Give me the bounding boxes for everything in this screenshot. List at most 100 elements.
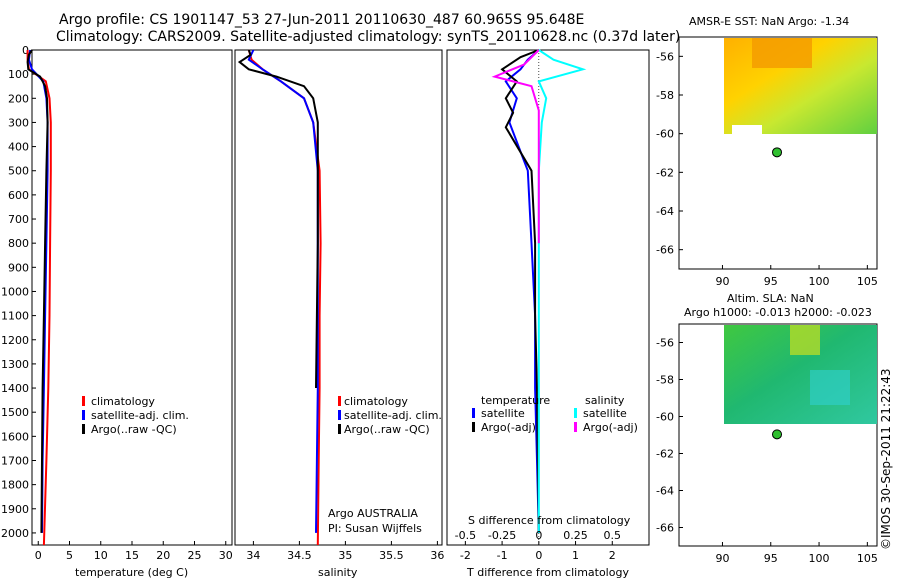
difference-x-axis: -2 -1 0 1 2 [460,541,616,562]
sla-low-patch [810,370,850,405]
legend-label-climatology: climatology [344,395,408,408]
sst-missing-patch [732,125,762,135]
temperature-x-axis: 0 5 10 15 20 25 30 [35,541,233,562]
salinity-legend: climatology satellite-adj. clim. Argo(..… [338,395,442,436]
x-tick-label: 0 [535,549,542,562]
depth-tick-label: 1800 [1,479,29,492]
annotation-line-1: Argo AUSTRALIA [328,507,418,520]
legend-swatch-climatology [82,396,85,406]
series-line-argo-raw-qc- [237,49,319,389]
argo-position-marker [772,147,783,158]
salinity-axes-frame [234,49,443,546]
depth-tick-label: 500 [8,165,29,178]
map-y-tick-label: -56 [656,50,674,63]
map-y-tick-label: -60 [656,128,674,141]
map-y-tick-label: -56 [656,337,674,350]
depth-tick-label: 2000 [1,527,29,540]
depth-tick-label: 1000 [1,285,29,298]
legend-swatch-argo [338,424,341,434]
annotation-line-2: PI: Susan Wijffels [328,522,422,535]
depth-tick-label: 1100 [1,310,29,323]
map-x-tick-label: 105 [857,275,878,288]
map-x-tick-label: 100 [809,552,830,565]
temperature-panel: 0100200300400500600700800900100011001200… [1,44,233,579]
map-y-tick-label: -58 [656,374,674,387]
depth-tick-label: 600 [8,189,29,202]
depth-tick-label: 900 [8,261,29,274]
s-tick-label: 0.25 [563,529,588,542]
temperature-legend: climatology satellite-adj. clim. Argo(..… [82,395,189,436]
x-tick-label: 15 [125,549,139,562]
map-y-tick-label: -62 [656,448,674,461]
map-x-tick-label: 90 [715,275,729,288]
depth-tick-label: 0 [22,44,29,57]
legend-label-satellite: satellite-adj. clim. [344,409,442,422]
depth-tick-label: 1400 [1,382,29,395]
x-tick-label: 34 [246,549,260,562]
legend-swatch-s-satellite [574,408,577,418]
depth-tick-label: 100 [8,68,29,81]
legend-label-satellite: satellite-adj. clim. [91,409,189,422]
legend-label-t-satellite: satellite [481,407,525,420]
depth-axis: 0 100 200 300 400 500 600 700 800 900 1000 1100 1200… [1,44,36,540]
x-tick-label: 5 [66,549,73,562]
series-line-s-satellite [537,49,587,533]
series-line-t-argo-adj- [500,49,540,533]
depth-tick-label: 800 [8,237,29,250]
x-tick-label: 34.5 [287,549,312,562]
x-tick-label: 25 [188,549,202,562]
sst-map-axes: 90 95 100 105 -56 -58 -60 -62 -64 -66 [656,50,878,288]
depth-tick-label: 1300 [1,358,29,371]
map-x-tick-label: 105 [857,552,878,565]
depth-tick-label: 1500 [1,406,29,419]
map-y-tick-label: -60 [656,411,674,424]
sla-map-title-1: Altim. SLA: NaN [727,292,814,305]
difference-panel: -2 -1 0 1 2 temperature salinity satellite A… [446,49,650,579]
legend-swatch-satellite [338,410,341,420]
sla-high-patch [790,325,820,355]
legend-title-salinity: salinity [585,394,625,407]
x-tick-label: 36 [430,549,444,562]
legend-label-argo: Argo(..raw -QC) [344,423,430,436]
difference-axes-frame [446,49,650,546]
salinity-x-axis: 34 34.5 35 35.5 36 [246,541,444,562]
map-x-tick-label: 95 [764,552,778,565]
salinity-series [237,49,322,546]
sla-map-title-2: Argo h1000: -0.013 h2000: -0.023 [684,306,872,319]
difference-legend: temperature salinity satellite Argo(-adj… [472,394,638,434]
series-line-argo-raw-qc- [26,49,49,533]
map-y-tick-label: -66 [656,244,674,257]
depth-tick-label: 400 [8,141,29,154]
sla-map-axes: 90 95 100 105 -56 -58 -60 -62 -64 -66 [656,337,878,566]
x-tick-label: 0 [35,549,42,562]
salinity-xlabel: salinity [318,566,358,579]
legend-swatch-climatology [338,396,341,406]
map-x-tick-label: 100 [809,275,830,288]
depth-tick-label: 700 [8,213,29,226]
s-tick-label: -0.25 [488,529,516,542]
legend-swatch-argo [82,424,85,434]
depth-tick-label: 1200 [1,334,29,347]
legend-label-s-satellite: satellite [583,407,627,420]
salinity-panel: 34 34.5 35 35.5 36 climatology satellite-adj… [234,49,444,579]
map-y-tick-label: -64 [656,485,674,498]
legend-swatch-t-argo [472,422,475,432]
map-y-tick-label: -58 [656,89,674,102]
legend-label-t-argo: Argo(-adj) [481,421,536,434]
x-tick-label: 2 [609,549,616,562]
x-tick-label: 35.5 [379,549,404,562]
legend-label-s-argo: Argo(-adj) [583,421,638,434]
s-tick-label: -0.5 [455,529,476,542]
x-tick-label: 35 [338,549,352,562]
depth-tick-label: 1600 [1,430,29,443]
series-line-t-satellite [504,49,540,533]
x-tick-label: -1 [497,549,508,562]
legend-swatch-t-satellite [472,408,475,418]
map-y-tick-label: -66 [656,522,674,535]
series-line-satellite-adj-clim- [247,49,319,533]
temperature-series [26,49,52,546]
t-difference-label: T difference from climatology [466,566,629,579]
map-y-tick-label: -64 [656,205,674,218]
sst-hotspot [752,38,812,68]
